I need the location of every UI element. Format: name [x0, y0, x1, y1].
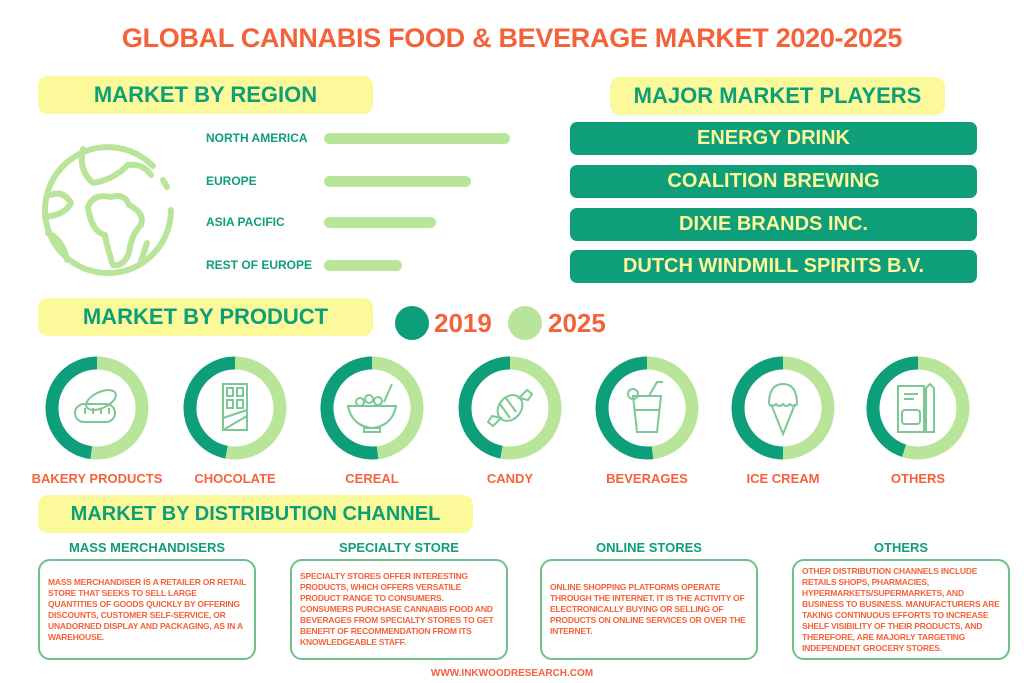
candy-icon [486, 388, 534, 428]
product-label: CEREAL [345, 471, 399, 486]
distribution-heading: MARKET BY DISTRIBUTION CHANNEL [38, 495, 473, 533]
channel-description: Mass merchandiser is a retailer or retai… [48, 576, 247, 642]
donut-segment-2025 [782, 356, 835, 460]
ice-cream-icon [768, 382, 799, 437]
channel-title: SPECIALTY STORE [339, 540, 459, 555]
product-label: OTHERS [890, 471, 946, 486]
channel-card: Specialty stores offer interesting produ… [290, 559, 508, 660]
region-bar [324, 260, 403, 271]
donut-segment-2025 [646, 356, 699, 460]
donut-segment-2025 [500, 356, 562, 460]
channel-description: Online shopping platforms operate throug… [550, 582, 746, 636]
legend-label-2025: 2025 [548, 308, 606, 338]
product-heading: MARKET BY PRODUCT [38, 298, 373, 336]
channel-title: MASS MERCHANDISERS [68, 540, 225, 555]
donut-segment-2019 [183, 356, 236, 459]
region-bar [324, 176, 471, 187]
donut-segment-2019 [45, 356, 98, 460]
channel-card: Online shopping platforms operate throug… [540, 559, 758, 660]
page-title: GLOBAL CANNABIS FOOD & BEVERAGE MARKET 2… [121, 23, 903, 53]
food-bag-icon [897, 382, 935, 433]
donut-segment-2025 [90, 356, 149, 460]
channel-title: OTHERS [873, 540, 929, 555]
donut-segment-2025 [371, 356, 424, 460]
channel-card: Other distribution channels include reta… [792, 559, 1010, 660]
footer-url[interactable]: WWW.INKWOODRESEARCH.COM [430, 668, 594, 679]
legend-swatch-2025 [508, 306, 542, 340]
player-item: DIXIE BRANDS INC. [570, 208, 977, 241]
product-label: ICE CREAM [746, 471, 820, 486]
donut-segment-2019 [458, 356, 511, 459]
region-bar [324, 217, 436, 228]
donut-ice-cream [731, 356, 835, 460]
donut-segment-2019 [731, 356, 784, 460]
chocolate-bar-icon [222, 383, 248, 431]
channel-card: Mass merchandiser is a retailer or retai… [38, 559, 256, 660]
player-item: ENERGY DRINK [570, 122, 977, 155]
legend-swatch-2019 [395, 306, 429, 340]
donut-candy [458, 356, 562, 460]
region-label: EUROPE [206, 174, 257, 188]
donut-segment-2019 [595, 356, 654, 460]
legend-label-2019: 2019 [434, 308, 492, 338]
region-bar [324, 133, 510, 144]
donut-segment-2019 [320, 356, 379, 460]
player-item: COALITION BREWING [570, 165, 977, 198]
drink-glass-icon [627, 381, 663, 433]
channel-description: Specialty stores offer interesting produ… [300, 571, 494, 647]
region-heading: MARKET BY REGION [38, 76, 373, 114]
players-heading: MAJOR MARKET PLAYERS [610, 77, 945, 115]
region-label: ASIA PACIFIC [206, 215, 285, 229]
cereal-bowl-icon [346, 383, 398, 433]
bread-icon [74, 389, 117, 423]
product-donut-charts [45, 356, 970, 460]
globe-icon [42, 144, 174, 277]
player-item: DUTCH WINDMILL SPIRITS B.V. [570, 250, 977, 283]
donut-segment-2025 [225, 356, 287, 460]
donut-chocolate [183, 356, 287, 460]
donut-segment-2025 [902, 356, 970, 460]
product-label: BEVERAGES [606, 471, 688, 486]
donut-bakery-products [45, 356, 149, 460]
donut-beverages [595, 356, 699, 460]
region-label: NORTH AMERICA [206, 131, 308, 145]
product-label: BAKERY PRODUCTS [31, 471, 163, 486]
donut-segment-2019 [866, 356, 919, 457]
donut-others [866, 356, 970, 460]
product-label: CANDY [486, 471, 534, 486]
product-label: CHOCOLATE [194, 471, 276, 486]
channel-title: ONLINE STORES [596, 540, 702, 555]
region-label: REST OF EUROPE [206, 258, 313, 272]
channel-description: Other distribution channels include reta… [802, 565, 1000, 653]
donut-cereal [320, 356, 424, 460]
